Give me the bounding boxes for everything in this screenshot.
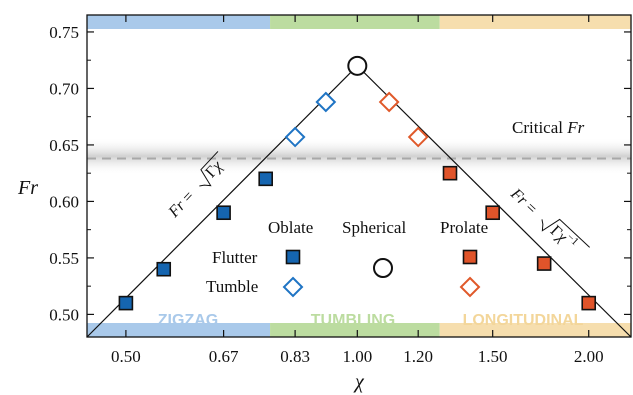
scaling-curves xyxy=(86,65,632,338)
legend xyxy=(282,249,481,298)
y-tick-label-2: 0.60 xyxy=(49,192,79,211)
point-prolate-tumble-1 xyxy=(407,126,429,148)
legend-col-prolate: Prolate xyxy=(440,218,488,237)
axes: 0.50 0.55 0.60 0.65 0.70 0.75 0.50 0.67 0.83 1.00… xyxy=(49,14,632,366)
point-oblate-flutter-3 xyxy=(258,171,273,187)
critical-fr-shade xyxy=(87,137,631,175)
regime-band-top-1 xyxy=(270,15,440,29)
point-spherical-0 xyxy=(347,55,368,76)
point-prolate-tumble-0 xyxy=(378,91,400,113)
svg-text:Γχ−1: Γχ−1 xyxy=(547,220,581,254)
plot-frame xyxy=(86,14,632,338)
legend-col-spherical: Spherical xyxy=(342,218,406,237)
regime-label-zigzag: ZIGZAG xyxy=(158,312,218,329)
legend-marker-oblate-flutter xyxy=(285,249,301,265)
legend-marker-oblate-tumble xyxy=(282,276,304,298)
regime-band-bottom-2 xyxy=(439,323,631,337)
curve-right-line xyxy=(356,65,632,338)
formula-right: Fr = Γχ−1 xyxy=(507,185,591,254)
svg-text:Fr =: Fr = xyxy=(507,185,541,218)
regime-band-bottom-1 xyxy=(270,323,440,337)
y-tick-label-5: 0.75 xyxy=(49,23,79,42)
point-oblate-flutter-2 xyxy=(216,205,231,221)
critical-fr-label: Critical Fr xyxy=(512,118,585,137)
legend-row-flutter: Flutter xyxy=(212,248,258,267)
regime-label-longitudinal: LONGITUDINAL xyxy=(463,312,584,329)
x-tick-label-4: 1.20 xyxy=(403,347,433,366)
legend-marker-prolate-tumble xyxy=(459,276,481,298)
y-tick-label-4: 0.70 xyxy=(49,79,79,98)
legend-marker-spherical xyxy=(373,258,393,278)
legend-row-tumble: Tumble xyxy=(206,277,258,296)
point-prolate-flutter-3 xyxy=(581,295,597,311)
point-oblate-flutter-0 xyxy=(118,295,134,311)
point-prolate-flutter-0 xyxy=(442,165,458,181)
x-tick-label-0: 0.50 xyxy=(111,347,141,366)
svg-text:Fr =: Fr = xyxy=(165,188,198,222)
y-tick-label-3: 0.65 xyxy=(49,136,79,155)
y-axis-label: Fr xyxy=(17,177,38,199)
point-oblate-tumble-1 xyxy=(315,91,337,113)
point-oblate-flutter-1 xyxy=(156,261,172,277)
regime-band-bottom-0 xyxy=(87,323,271,337)
x-axis-label: χ xyxy=(353,371,365,393)
regime-bands xyxy=(87,15,631,337)
x-tick-label-1: 0.67 xyxy=(209,347,239,366)
data-points xyxy=(118,55,597,311)
curve-left-line xyxy=(86,65,358,338)
x-tick-label-5: 1.50 xyxy=(478,347,508,366)
legend-marker-prolate-flutter xyxy=(462,249,478,265)
y-tick-label-0: 0.50 xyxy=(49,305,79,324)
critical-fr-band xyxy=(87,137,631,175)
regime-band-top-2 xyxy=(439,15,631,29)
x-tick-label-2: 0.83 xyxy=(280,347,310,366)
point-prolate-flutter-2 xyxy=(536,256,552,271)
point-oblate-tumble-0 xyxy=(284,126,306,148)
y-tick-label-1: 0.55 xyxy=(49,249,79,268)
point-prolate-flutter-1 xyxy=(485,205,500,221)
x-tick-label-6: 2.00 xyxy=(574,347,604,366)
regime-band-top-0 xyxy=(87,15,271,29)
legend-col-oblate: Oblate xyxy=(268,218,313,237)
x-tick-label-3: 1.00 xyxy=(342,347,372,366)
regime-label-tumbling: TUMBLING xyxy=(311,312,395,329)
